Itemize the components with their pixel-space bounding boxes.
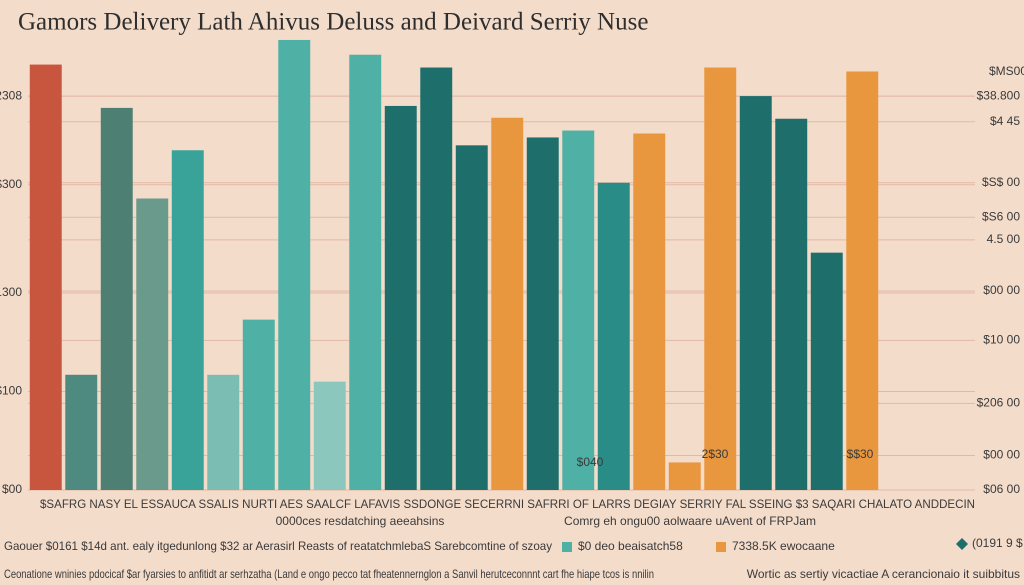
x-axis-label: $SAFRG NASY EL ESSAUCA SSALIS NURTI AES … (40, 497, 975, 511)
chart-title: Gamors Delivery Lath Ahivus Deluss and D… (18, 9, 648, 36)
y2-tick-label: $38.800 (977, 88, 1021, 102)
y-tick-label: $1300 (0, 285, 22, 299)
annotation: $$30 (847, 447, 874, 461)
legend-label: (0191 9 $ (972, 536, 1023, 550)
caption: Gaouer $0161 $14d ant. ealy itgedunlong … (4, 539, 552, 553)
bar (420, 67, 453, 490)
bar (846, 71, 879, 490)
y2-tick-label: $00 00 (983, 283, 1020, 297)
bar (810, 252, 843, 490)
bar (739, 96, 772, 490)
legend-swatch (562, 542, 572, 552)
bar (384, 105, 417, 490)
y2-tick-label: 4.5 00 (987, 232, 1021, 246)
y2-tick-label: $206 00 (977, 396, 1021, 410)
annotation: $040 (577, 455, 604, 469)
y-tick-label: $00 (2, 482, 22, 496)
bar (668, 462, 701, 490)
y2-tick-label: $06 00 (983, 482, 1020, 496)
y2-tick-label: $S$ 00 (982, 175, 1020, 189)
bar (491, 117, 524, 491)
y-tick-label: $2308 (0, 88, 22, 102)
bar (207, 374, 240, 490)
bar (775, 118, 808, 491)
footer-right: Wortic as sertiy vicactiae A cerancionai… (747, 567, 1020, 581)
y2-tick-label: $00 00 (983, 448, 1020, 462)
y-tick-label: $300 (0, 177, 22, 191)
footer: Ceonatione wninies pdocicaf $ar fyarsies… (4, 567, 654, 581)
legend-label: $0 deo beaisatch58 (578, 539, 683, 553)
bar (171, 150, 204, 490)
bar (136, 198, 169, 491)
bar (242, 319, 275, 490)
bar (633, 133, 666, 490)
y-tick-label: $100 (0, 384, 22, 398)
subtitle: Comrg eh ongu00 aolwaare uAvent of FRPJa… (564, 514, 816, 528)
y2-tick-label: $4 45 (990, 114, 1020, 128)
legend-label: 7338.5K ewocaane (732, 539, 835, 553)
bar (313, 381, 346, 490)
bar (29, 64, 62, 490)
bar (562, 130, 595, 490)
annotation: $MS00 (989, 64, 1024, 78)
bar (597, 182, 630, 490)
bar (100, 107, 133, 490)
legend-swatch (956, 538, 968, 550)
subtitle: 0000ces resdatching aeeahsins (276, 514, 445, 528)
annotation: 2$30 (702, 447, 729, 461)
legend-swatch (716, 542, 726, 552)
bar (704, 67, 737, 490)
y2-tick-label: $10 00 (983, 332, 1020, 346)
bar (65, 374, 98, 490)
bar (278, 39, 311, 491)
y2-tick-label: $S6 00 (982, 209, 1020, 223)
bar (455, 145, 488, 490)
bar (349, 54, 382, 491)
bar (526, 137, 559, 491)
